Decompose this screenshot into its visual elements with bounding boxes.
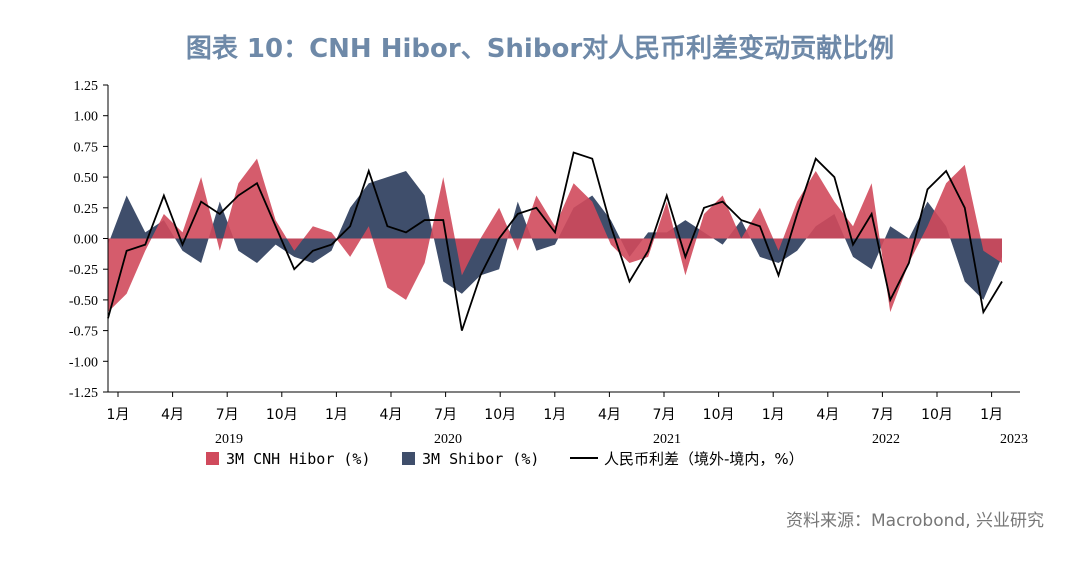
x-month-label: 1月: [762, 407, 785, 423]
x-year-label: 2020: [434, 432, 462, 447]
area-layer: [107, 151, 1003, 331]
x-month-label: 7月: [216, 407, 239, 423]
y-tick-label: 0.25: [74, 202, 99, 217]
x-month-label: 1月: [325, 407, 348, 423]
x-month-label: 4月: [598, 407, 621, 423]
x-month-label: 10月: [484, 407, 516, 423]
x-year-label: 2022: [872, 432, 900, 447]
x-month-label: 7月: [434, 407, 457, 423]
y-tick-label: -0.25: [69, 263, 98, 278]
axes-layer: 1.25 1.00 0.75 0.50 0.25 0.00 -0.25 -0.50 -0.75 -…: [69, 79, 1028, 447]
x-month-label: 7月: [653, 407, 676, 423]
x-month-label: 4月: [161, 407, 184, 423]
y-tick-label: -0.75: [69, 325, 98, 340]
x-month-label: 1月: [980, 407, 1003, 423]
series-spread-line: [107, 151, 1003, 331]
x-month-label: 1月: [107, 407, 130, 423]
x-month-label: 10月: [703, 407, 735, 423]
y-tick-label: 0.50: [74, 171, 99, 186]
series-cnh-hibor-area: [108, 158, 1002, 313]
legend-swatch-cnh-hibor: [206, 452, 219, 465]
chart-title: 图表 10：CNH Hibor、Shibor对人民币利差变动贡献比例: [185, 34, 895, 64]
x-month-label: 10月: [266, 407, 298, 423]
y-tick-label: 0.00: [74, 233, 99, 248]
source-note: 资料来源：Macrobond, 兴业研究: [785, 511, 1044, 531]
x-month-label: 7月: [871, 407, 894, 423]
legend-label-spread: 人民币利差（境外-境内，%）: [604, 450, 804, 468]
x-month-label: 1月: [543, 407, 566, 423]
legend-label-cnh-hibor: 3M CNH Hibor (%): [226, 450, 371, 468]
x-month-label: 4月: [816, 407, 839, 423]
x-year-label: 2023: [1000, 432, 1028, 447]
legend-label-shibor: 3M Shibor (%): [422, 450, 539, 468]
y-tick-label: -1.00: [69, 355, 98, 370]
legend-swatch-shibor: [402, 452, 415, 465]
y-tick-label: 1.25: [74, 79, 99, 94]
legend: 3M CNH Hibor (%) 3M Shibor (%) 人民币利差（境外-境内…: [206, 450, 804, 468]
y-tick-label: -1.25: [69, 386, 98, 401]
x-year-label: 2019: [215, 432, 243, 447]
x-year-label: 2021: [653, 432, 681, 447]
y-tick-label: -0.50: [69, 294, 98, 309]
y-tick-label: 1.00: [74, 110, 99, 125]
x-month-label: 4月: [380, 407, 403, 423]
x-month-label: 10月: [921, 407, 953, 423]
y-tick-label: 0.75: [74, 140, 99, 155]
